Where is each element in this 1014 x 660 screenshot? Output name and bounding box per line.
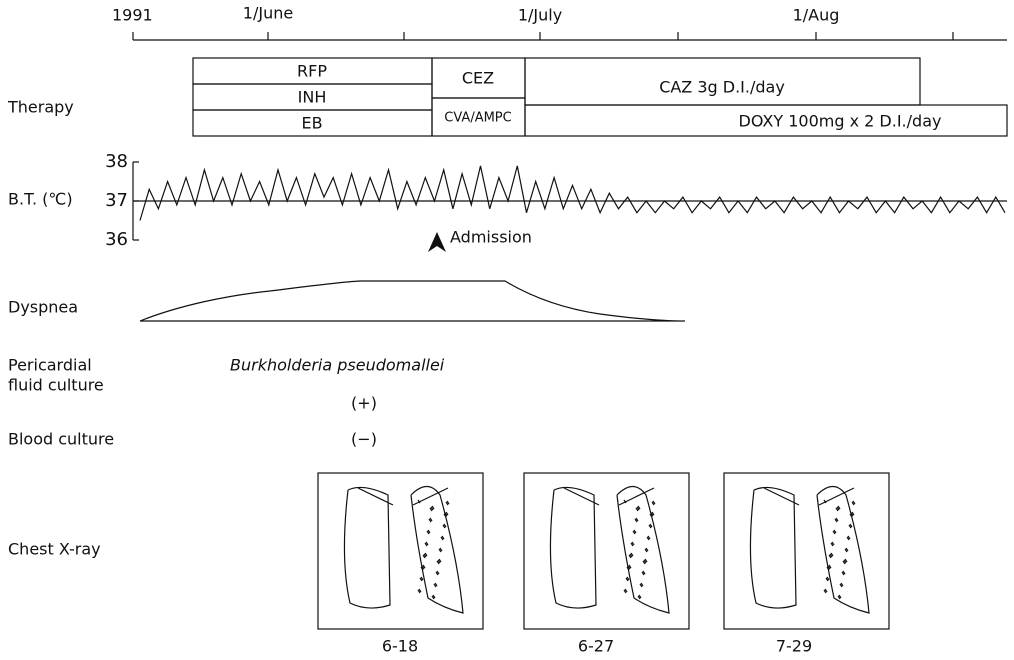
drug: INH xyxy=(298,88,327,107)
drug: CEZ xyxy=(462,69,494,88)
month-label: 1/June xyxy=(243,4,293,23)
y-tick-label: 37 xyxy=(105,190,128,211)
dyspnea-curve xyxy=(140,281,685,321)
lung xyxy=(344,487,390,608)
lung xyxy=(617,487,669,614)
drug: CVA/AMPC xyxy=(444,111,511,126)
temperature-line xyxy=(140,166,1005,221)
culture-result: (+) xyxy=(351,394,377,413)
clavicle xyxy=(819,488,854,505)
y-tick-label: 36 xyxy=(105,229,128,250)
xray-panels xyxy=(318,473,889,629)
row-label: Pericardial xyxy=(8,356,92,375)
temperature-chart: 36 37 38 xyxy=(105,151,1007,250)
admission-arrow xyxy=(428,232,446,252)
y-tick-label: 38 xyxy=(105,151,128,172)
row-label: Blood culture xyxy=(8,430,114,449)
drug: DOXY 100mg x 2 D.I./day xyxy=(739,112,942,131)
xray-frame xyxy=(524,473,689,629)
lung xyxy=(750,487,796,608)
timeline-axis xyxy=(133,32,1007,40)
xray-frame xyxy=(318,473,483,629)
clavicle xyxy=(619,488,654,505)
row-label: B.T. (℃) xyxy=(8,190,73,209)
row-label: Therapy xyxy=(7,98,74,117)
clinical-course: 1991 1/June 1/July 1/Aug Therapy B.T. (℃… xyxy=(0,0,1014,660)
row-label: fluid culture xyxy=(8,376,104,395)
xray-frame xyxy=(724,473,889,629)
clavicle xyxy=(413,488,448,505)
admission-label: Admission xyxy=(450,228,532,247)
lung xyxy=(411,487,463,614)
xray-date: 6-18 xyxy=(382,637,418,656)
xray-date: 7-29 xyxy=(776,637,812,656)
year: 1991 xyxy=(112,6,153,25)
xray-date: 6-27 xyxy=(578,637,614,656)
lung xyxy=(817,487,869,614)
lung xyxy=(550,487,596,608)
culture-result: (−) xyxy=(351,430,377,449)
month-label: 1/July xyxy=(518,6,562,25)
month-label: 1/Aug xyxy=(793,6,840,25)
drug: EB xyxy=(301,114,322,133)
row-label: Chest X-ray xyxy=(8,540,101,559)
drug: CAZ 3g D.I./day xyxy=(659,78,785,97)
drug: RFP xyxy=(297,62,327,81)
organism: Burkholderia pseudomallei xyxy=(230,356,445,375)
row-label: Dyspnea xyxy=(8,298,78,317)
